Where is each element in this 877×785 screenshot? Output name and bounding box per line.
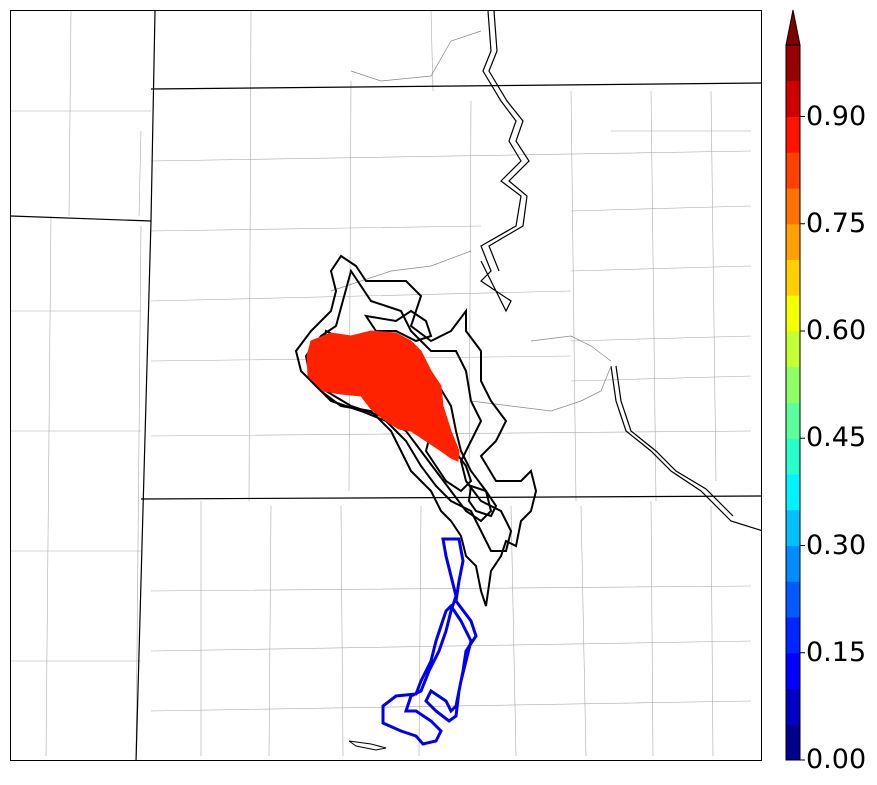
state-borders <box>11 11 761 760</box>
colorbar-segment <box>786 116 800 153</box>
colorbar-segment <box>786 80 800 117</box>
colorbar-segment <box>786 402 800 439</box>
colorbar-segment <box>786 188 800 225</box>
colorbar-bar <box>785 9 805 761</box>
colorbar-tick-label: 0.60 <box>806 315 867 346</box>
colorbar-tick-label: 0.30 <box>806 529 867 561</box>
colorbar-segment <box>786 617 800 654</box>
colorbar-segment <box>786 652 800 689</box>
colorbar-segment <box>786 581 800 618</box>
colorbar-tick-label: 0.00 <box>806 744 867 775</box>
colorbar-outline <box>785 44 801 761</box>
colorbar-segment <box>786 366 800 403</box>
colorbar-tick-label: 0.45 <box>806 422 867 454</box>
observed-contour <box>381 537 478 746</box>
lake <box>348 740 387 751</box>
colorbar-segment <box>786 223 800 260</box>
colorbar-extend-arrow <box>785 9 801 46</box>
colorbar-tick-label: 0.15 <box>806 636 867 668</box>
colorbar-segment <box>786 509 800 546</box>
probability-filled-region <box>306 330 460 462</box>
rivers <box>330 30 612 412</box>
colorbar: 0.00 0.15 0.30 0.45 0.60 0.75 0.90 <box>778 0 877 785</box>
colorbar-segment <box>786 295 800 332</box>
colorbar-segment <box>786 474 800 511</box>
colorbar-segment <box>786 688 800 725</box>
colorbar-segment <box>786 152 800 189</box>
colorbar-segment <box>786 724 800 761</box>
colorbar-segment <box>786 331 800 368</box>
colorbar-segment <box>786 438 800 475</box>
colorbar-tick-label: 0.90 <box>806 100 867 132</box>
colorbar-tick-label: 0.75 <box>806 207 867 239</box>
map-canvas <box>11 11 761 760</box>
colorbar-segment <box>786 259 800 296</box>
colorbar-segment <box>786 545 800 582</box>
map-panel <box>10 10 762 761</box>
colorbar-segment <box>786 45 800 82</box>
